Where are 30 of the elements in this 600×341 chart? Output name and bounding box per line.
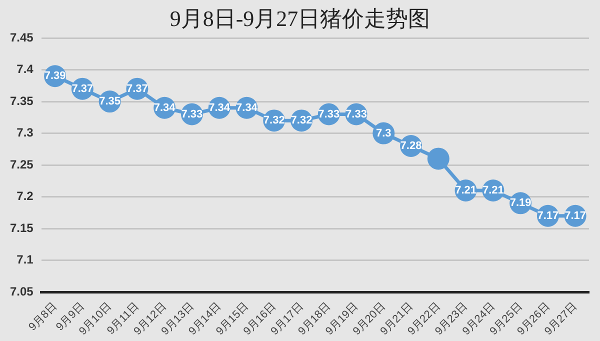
data-label: 7.39 <box>44 70 66 82</box>
y-tick-label: 7.3 <box>16 126 34 140</box>
data-label: 7.33 <box>181 108 203 120</box>
y-tick-label: 7.05 <box>10 284 34 298</box>
y-tick-label: 7.15 <box>10 220 34 235</box>
data-label: 7.17 <box>537 210 559 222</box>
data-label: 7.34 <box>236 102 258 114</box>
data-label: 7.28 <box>400 140 422 152</box>
data-label: 7.34 <box>154 102 176 114</box>
y-tick-label: 7.4 <box>16 62 34 76</box>
data-label: 7.19 <box>510 197 532 210</box>
data-label: 7.32 <box>290 114 312 127</box>
data-label: 7.37 <box>72 82 94 95</box>
y-tick-label: 7.35 <box>10 94 34 108</box>
data-label: 7.21 <box>482 184 504 197</box>
y-tick-label: 7.1 <box>16 252 34 267</box>
data-label: 7.34 <box>208 102 231 114</box>
y-tick-label: 7.25 <box>10 157 34 172</box>
y-tick-label: 7.2 <box>16 189 34 204</box>
data-label: 7.37 <box>126 82 148 95</box>
data-label: 7.21 <box>455 184 476 197</box>
chart-title: 9月8日-9月27日猪价走势图 <box>170 6 430 31</box>
data-label: 7.33 <box>318 108 340 120</box>
data-label: 7.17 <box>564 210 586 222</box>
data-label: 7.3 <box>376 127 392 140</box>
data-label: 7.32 <box>263 114 285 127</box>
data-label: 7.33 <box>346 108 367 120</box>
point <box>427 148 450 170</box>
data-label: 7.35 <box>99 96 121 108</box>
y-tick-label: 7.45 <box>10 30 34 44</box>
